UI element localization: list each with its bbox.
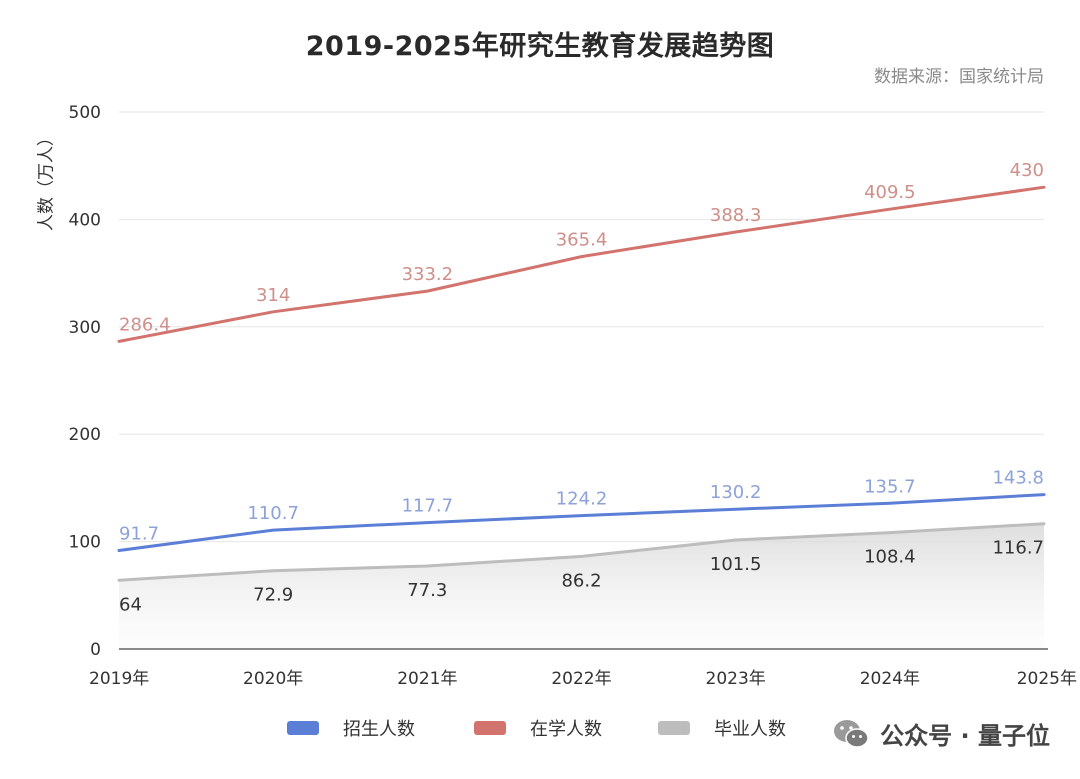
watermark: 公众号 · 量子位 xyxy=(832,716,1050,751)
data-label: 101.5 xyxy=(710,554,762,575)
y-tick-label: 200 xyxy=(69,425,101,445)
data-label: 117.7 xyxy=(402,496,454,517)
x-tick-label: 2019年 xyxy=(89,669,149,689)
legend-item-enrolled[interactable]: 在学人数 xyxy=(474,713,602,743)
data-label: 110.7 xyxy=(247,503,299,524)
series-line-enrolled xyxy=(117,185,1046,343)
y-tick-label: 0 xyxy=(90,640,101,660)
data-label: 314 xyxy=(256,285,290,306)
data-label: 64 xyxy=(119,594,142,615)
series-area-graduates xyxy=(119,523,1044,649)
data-label: 333.2 xyxy=(402,264,454,285)
y-tick-label: 100 xyxy=(69,533,101,553)
x-tick-label: 2023年 xyxy=(706,669,766,689)
watermark-text: 公众号 · 量子位 xyxy=(880,722,1050,750)
series-line-graduates xyxy=(117,522,1046,582)
data-label: 135.7 xyxy=(864,476,916,497)
axes: 0 100 200 300 400 500 2019年 2020年 2021年 2022年 2023… xyxy=(69,103,1077,689)
data-label: 365.4 xyxy=(556,230,608,251)
x-tick-label: 2020年 xyxy=(243,669,303,689)
data-label: 124.2 xyxy=(556,489,608,510)
legend-item-enrollment[interactable]: 招生人数 xyxy=(287,713,415,743)
data-label: 409.5 xyxy=(864,182,916,203)
y-tick-label: 400 xyxy=(69,210,101,230)
x-tick-label: 2024年 xyxy=(860,669,920,689)
y-tick-label: 500 xyxy=(69,103,101,123)
legend-swatch-enrolled xyxy=(474,721,506,735)
chart-source-note: 数据来源：国家统计局 xyxy=(874,67,1044,87)
data-label: 388.3 xyxy=(710,205,762,226)
legend: 招生人数 在学人数 毕业人数 xyxy=(0,713,1080,743)
series-line-enrollment xyxy=(117,493,1046,552)
data-label: 108.4 xyxy=(864,547,916,568)
y-tick-label: 300 xyxy=(69,318,101,338)
data-labels: 91.7 110.7 117.7 124.2 130.2 135.7 143.8 286.4 3… xyxy=(119,160,1044,615)
data-label: 130.2 xyxy=(710,482,762,503)
chart-title: 2019-2025年研究生教育发展趋势图 xyxy=(305,31,775,62)
data-label: 91.7 xyxy=(119,524,159,545)
x-tick-label: 2025年 xyxy=(1017,669,1077,689)
legend-label-graduates: 毕业人数 xyxy=(714,719,786,740)
data-label: 116.7 xyxy=(992,538,1044,559)
x-tick-label: 2021年 xyxy=(397,669,457,689)
legend-label-enrollment: 招生人数 xyxy=(343,719,415,740)
x-tick-label: 2022年 xyxy=(551,669,611,689)
data-label: 72.9 xyxy=(253,585,293,606)
area-fill xyxy=(119,523,1044,649)
data-label: 143.8 xyxy=(992,468,1044,489)
data-label: 286.4 xyxy=(119,314,171,335)
legend-item-graduates[interactable]: 毕业人数 xyxy=(658,713,786,743)
legend-swatch-enrollment xyxy=(287,721,319,735)
data-label: 77.3 xyxy=(407,580,447,601)
wechat-icon xyxy=(834,719,869,748)
data-label: 86.2 xyxy=(561,570,601,591)
legend-label-enrolled: 在学人数 xyxy=(530,719,602,740)
legend-swatch-graduates xyxy=(658,721,690,735)
data-label: 430 xyxy=(1010,160,1044,181)
series-lines xyxy=(117,185,1046,582)
